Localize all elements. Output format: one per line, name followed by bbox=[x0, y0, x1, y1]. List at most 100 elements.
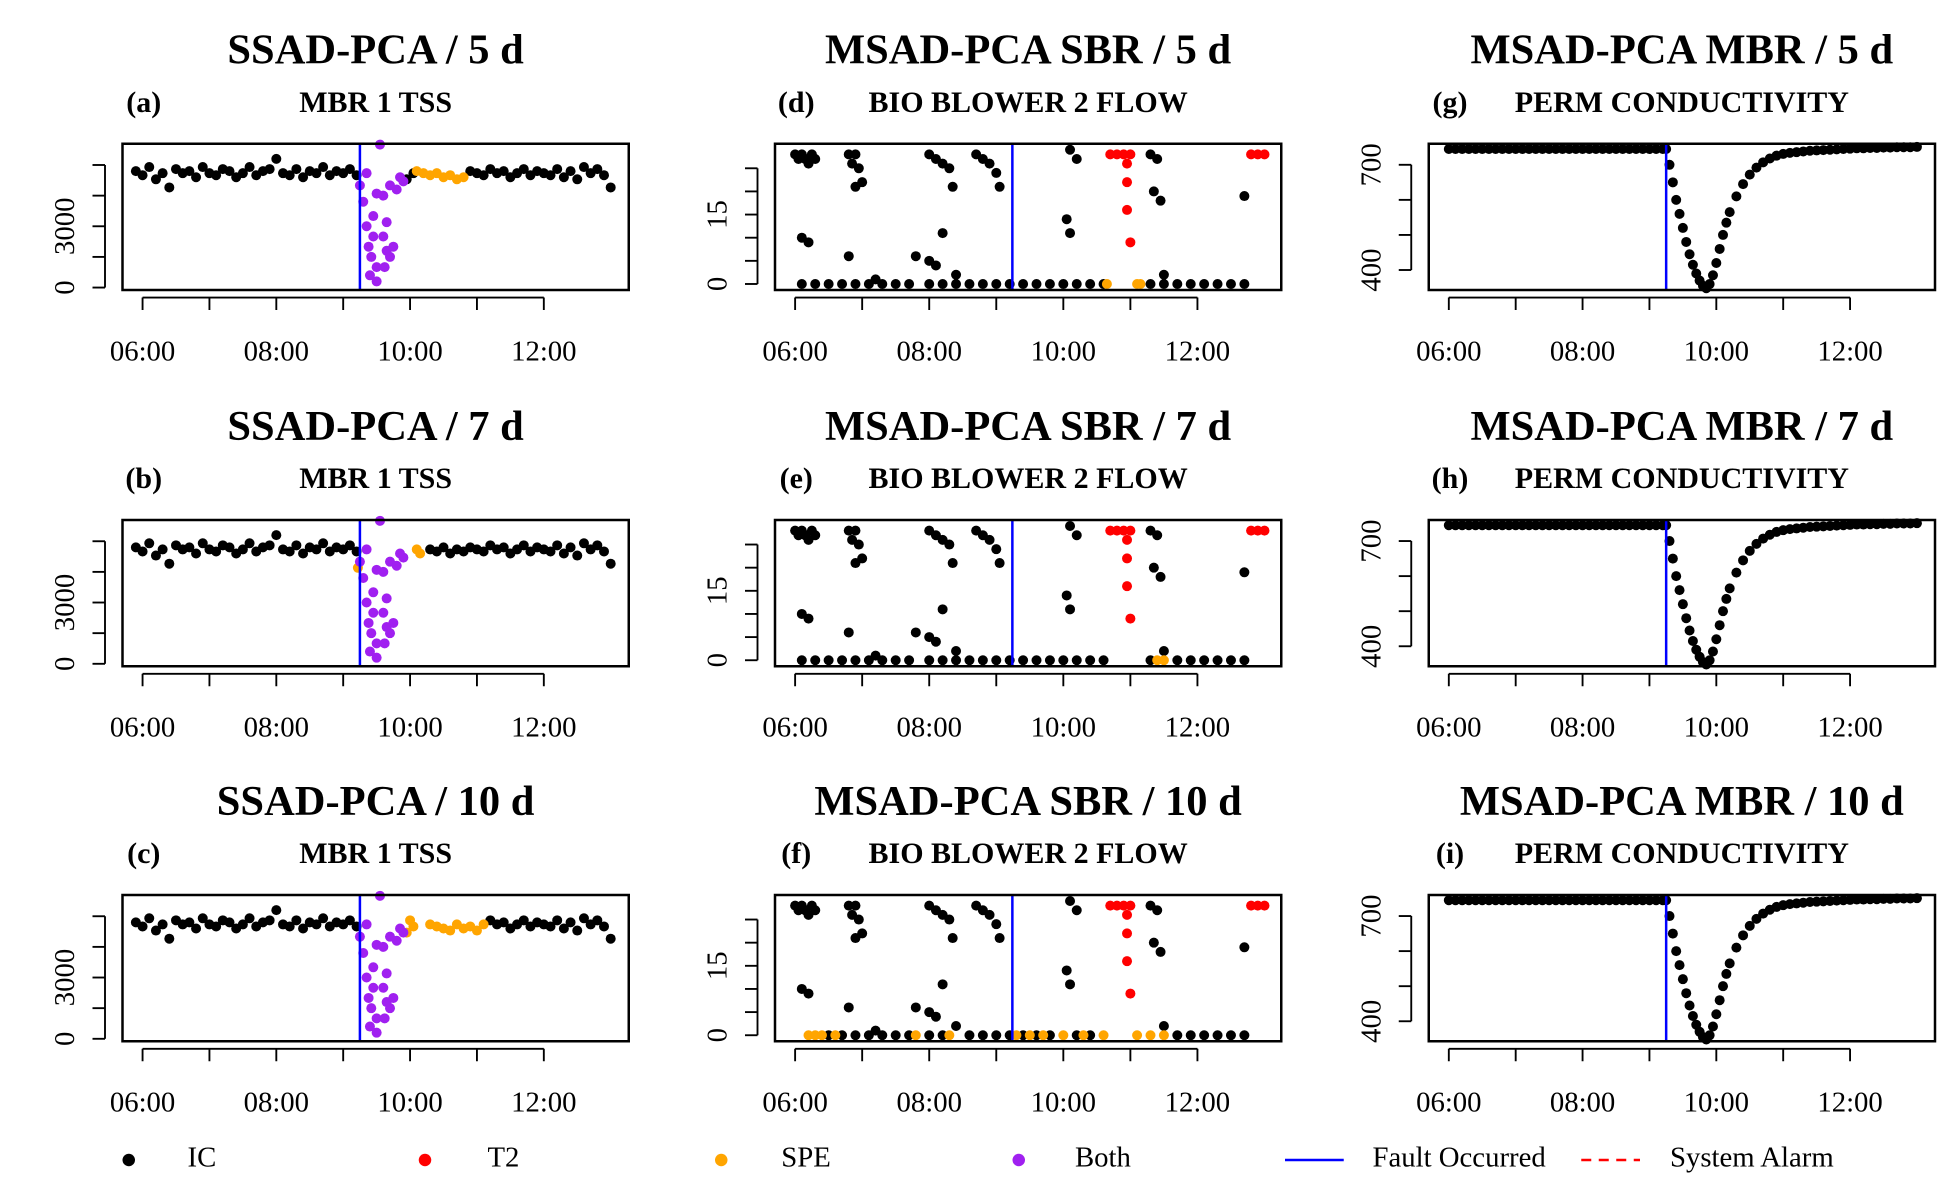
point bbox=[1731, 567, 1742, 578]
point bbox=[1172, 278, 1183, 289]
point bbox=[408, 921, 419, 932]
point bbox=[379, 1013, 390, 1024]
point bbox=[843, 251, 854, 262]
point bbox=[1677, 222, 1688, 233]
plot-frame bbox=[773, 142, 1283, 292]
panel-label: (d) bbox=[778, 86, 815, 119]
point bbox=[197, 913, 208, 924]
point bbox=[1259, 900, 1270, 911]
point bbox=[344, 540, 355, 551]
point bbox=[291, 915, 302, 926]
panel-label: (b) bbox=[125, 462, 162, 495]
point bbox=[1744, 920, 1755, 931]
point bbox=[803, 237, 814, 248]
point bbox=[850, 900, 861, 911]
y-tick-label: 700 bbox=[1355, 894, 1387, 937]
point bbox=[244, 913, 255, 924]
point bbox=[157, 544, 168, 555]
point bbox=[379, 638, 390, 649]
point bbox=[1674, 960, 1685, 971]
point bbox=[924, 1030, 935, 1041]
point bbox=[224, 166, 235, 177]
point bbox=[361, 972, 372, 983]
point bbox=[1122, 534, 1133, 545]
point bbox=[599, 546, 610, 557]
plot-frame bbox=[121, 518, 630, 668]
point bbox=[271, 153, 282, 164]
panel-label: (c) bbox=[127, 837, 160, 870]
point bbox=[1058, 278, 1069, 289]
point bbox=[605, 182, 616, 193]
point bbox=[1704, 1030, 1715, 1041]
point bbox=[364, 270, 375, 281]
panel-subtitle: PERM CONDUCTIVITY bbox=[1515, 837, 1850, 870]
point bbox=[518, 540, 529, 551]
point bbox=[1677, 599, 1688, 610]
point bbox=[478, 919, 489, 930]
point bbox=[937, 655, 948, 666]
x-tick-label: 08:00 bbox=[1550, 712, 1616, 744]
plot-frame bbox=[121, 142, 630, 292]
point bbox=[578, 162, 589, 173]
point bbox=[796, 278, 807, 289]
point bbox=[991, 167, 1002, 178]
point bbox=[837, 655, 848, 666]
point bbox=[398, 552, 409, 563]
point bbox=[1671, 946, 1682, 957]
point bbox=[837, 278, 848, 289]
point bbox=[1239, 1030, 1250, 1041]
point bbox=[379, 262, 390, 273]
point bbox=[910, 627, 921, 638]
point bbox=[284, 921, 295, 932]
point bbox=[164, 182, 175, 193]
point bbox=[545, 170, 556, 181]
point bbox=[371, 1013, 382, 1024]
point bbox=[1145, 1030, 1156, 1041]
point bbox=[944, 1030, 955, 1041]
point bbox=[1158, 269, 1169, 280]
point bbox=[1158, 1020, 1169, 1031]
y-tick-label: 15 bbox=[702, 951, 734, 980]
point bbox=[211, 170, 222, 181]
y-tick-label: 3000 bbox=[49, 198, 81, 256]
point bbox=[853, 914, 864, 925]
x-tick-label: 10:00 bbox=[1031, 1087, 1097, 1119]
y-tick-label: 15 bbox=[702, 576, 734, 605]
point bbox=[237, 544, 248, 555]
point bbox=[877, 655, 888, 666]
point bbox=[1259, 149, 1270, 160]
point bbox=[388, 241, 399, 252]
point bbox=[1125, 613, 1136, 624]
point bbox=[398, 176, 409, 187]
point bbox=[1085, 278, 1096, 289]
point bbox=[1714, 995, 1725, 1006]
point bbox=[994, 558, 1005, 569]
y-tick-label: 0 bbox=[702, 1028, 734, 1042]
point bbox=[947, 558, 958, 569]
point bbox=[1071, 655, 1082, 666]
point bbox=[951, 645, 962, 656]
point bbox=[830, 1030, 841, 1041]
point bbox=[1677, 974, 1688, 985]
point bbox=[850, 181, 861, 192]
point bbox=[445, 925, 456, 936]
point bbox=[371, 638, 382, 649]
point bbox=[890, 1030, 901, 1041]
point bbox=[1684, 249, 1695, 260]
point bbox=[558, 923, 569, 934]
point bbox=[904, 278, 915, 289]
point bbox=[1031, 655, 1042, 666]
point bbox=[947, 933, 958, 944]
point bbox=[1687, 635, 1698, 646]
point bbox=[1684, 625, 1695, 636]
x-tick-label: 06:00 bbox=[110, 712, 176, 744]
point bbox=[1155, 571, 1166, 582]
point bbox=[803, 988, 814, 999]
point bbox=[363, 992, 374, 1003]
y-tick-label: 0 bbox=[702, 653, 734, 667]
point bbox=[366, 251, 377, 262]
legend-marker bbox=[715, 1153, 728, 1167]
point bbox=[823, 278, 834, 289]
point bbox=[991, 655, 1002, 666]
point bbox=[137, 546, 148, 557]
